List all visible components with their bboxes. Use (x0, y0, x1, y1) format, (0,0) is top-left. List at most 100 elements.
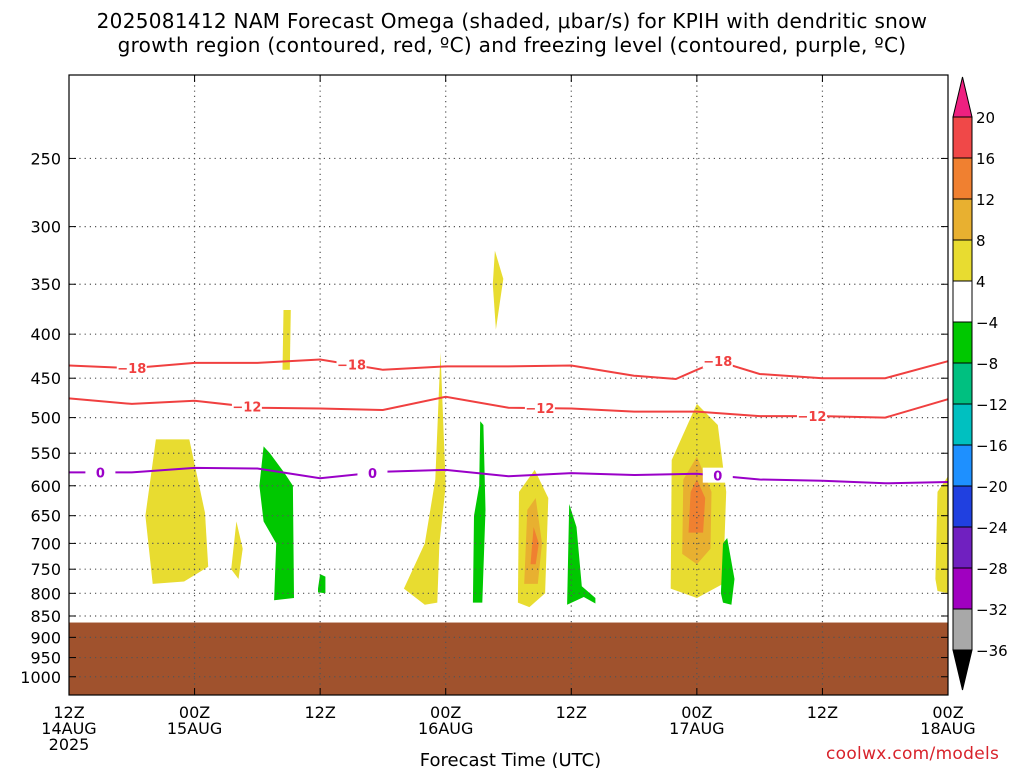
isotherm-label-bg (702, 467, 733, 483)
credit-link[interactable]: coolwx.com/models (826, 744, 1000, 764)
colorbar-box (952, 198, 973, 241)
colorbar-box (952, 280, 973, 323)
colorbar-label: 4 (976, 273, 986, 291)
isotherm-label: −18 (703, 355, 732, 370)
y-tick-label: 850 (30, 607, 61, 626)
chart-title-line1: 2025081412 NAM Forecast Omega (shaded, μ… (96, 9, 928, 33)
terrain-fill (69, 622, 948, 695)
omega-region-2 (282, 310, 291, 370)
colorbar-box (952, 608, 973, 651)
isotherm-label: 0 (368, 467, 377, 482)
x-axis-label: Forecast Time (UTC) (420, 750, 601, 768)
omega-region-1 (231, 521, 243, 579)
colorbar-box (952, 485, 973, 528)
x-tick-label: 15AUG (167, 719, 222, 738)
colorbar-box (952, 116, 973, 159)
colorbar-box (952, 444, 973, 487)
x-tick-label: 2025 (49, 735, 90, 754)
omega-region-7 (530, 527, 539, 565)
x-tick-label: 14AUG (41, 719, 96, 738)
omega-region-13 (318, 574, 326, 594)
omega-shading-layer (69, 250, 948, 695)
y-tick-label: 950 (30, 649, 61, 668)
colorbar-label: 16 (976, 150, 995, 168)
y-tick-label: 800 (30, 584, 61, 603)
colorbar-label: −8 (976, 355, 998, 373)
colorbar-box (952, 239, 973, 282)
colorbar-label: −20 (976, 478, 1008, 496)
x-tick-label: 12Z (807, 703, 838, 722)
x-tick-label: 00Z (932, 703, 963, 722)
omega-region-0 (145, 439, 209, 584)
omega-region-3 (403, 352, 446, 605)
colorbar-box (952, 362, 973, 405)
omega-region-4 (492, 250, 504, 330)
isotherm-label-bg (357, 464, 388, 480)
colorbar-label: 12 (976, 191, 995, 209)
x-tick-label: 00Z (681, 703, 712, 722)
isotherm-label: −12 (797, 410, 826, 425)
colorbar-label: −12 (976, 396, 1008, 414)
colorbar-box (952, 526, 973, 569)
colorbar-label: 8 (976, 232, 986, 250)
omega-region-14 (472, 421, 486, 603)
omega-region-11 (935, 476, 948, 594)
omega-region-10 (688, 479, 706, 533)
x-tick-label: 16AUG (418, 719, 473, 738)
x-tick-label: 12Z (304, 703, 335, 722)
y-tick-label: 350 (30, 275, 61, 294)
isotherm-label-bg (336, 356, 367, 372)
x-tick-label: 18AUG (920, 719, 975, 738)
x-tick-label: 00Z (179, 703, 210, 722)
isotherm-label: −12 (525, 402, 554, 417)
x-tick-label: 17AUG (669, 719, 724, 738)
colorbar-box (952, 567, 973, 610)
plot-frame (68, 74, 949, 696)
y-tick-label: 700 (30, 534, 61, 553)
y-tick-label: 650 (30, 507, 61, 526)
isotherm-label: −18 (117, 362, 146, 377)
grid-layer (69, 75, 948, 695)
colorbar: 20 16 12 8 4 −4 −8 −12 −16 −20 −24 −28 −32 −36 (952, 76, 1008, 691)
colorbar-box (952, 321, 973, 364)
omega-region-15 (567, 504, 596, 605)
isotherm-label-bg (231, 398, 262, 414)
chart-title-line2: growth region (contoured, red, ºC) and f… (117, 33, 907, 57)
isotherm-label-bg (702, 353, 733, 369)
y-tick-label: 300 (30, 218, 61, 237)
omega-region-12 (259, 446, 294, 601)
y-tick-label: 750 (30, 560, 61, 579)
y-tick-label: 400 (30, 325, 61, 344)
y-axis: 250 300 350 400 450 500 550 600 650 700 750 800 850 9… (20, 149, 948, 687)
y-tick-label: 450 (30, 369, 61, 388)
colorbar-label: −28 (976, 560, 1008, 578)
colorbar-top-arrow (952, 76, 973, 118)
colorbar-label: 20 (976, 109, 995, 127)
isotherm-label-bg (524, 400, 555, 416)
colorbar-label: −16 (976, 437, 1008, 455)
colorbar-bottom-arrow (952, 649, 973, 691)
colorbar-box (952, 157, 973, 200)
x-tick-label: 12Z (53, 703, 84, 722)
isotherm-label-bg (796, 408, 827, 424)
isotherm-label: 0 (96, 466, 105, 481)
isotherm--18-line (68, 358, 949, 381)
isotherm-label: 0 (713, 470, 722, 485)
x-tick-label: 00Z (430, 703, 461, 722)
colorbar-label: −24 (976, 519, 1008, 537)
y-tick-label: 600 (30, 477, 61, 496)
y-tick-label: 500 (30, 409, 61, 428)
colorbar-label: −4 (976, 314, 998, 332)
omega-region-16 (720, 538, 735, 605)
x-tick-label: 12Z (556, 703, 587, 722)
y-tick-label: 900 (30, 628, 61, 647)
isotherm-label: −12 (232, 401, 261, 416)
isotherm-label: −18 (337, 359, 366, 374)
isotherm-label-bg (116, 360, 147, 376)
colorbar-label: −32 (976, 601, 1008, 619)
y-tick-label: 550 (30, 444, 61, 463)
contour-layer: −18 −18 −18 −12 −12 −12 0 0 0 (68, 353, 949, 485)
isotherm-label-bg (85, 464, 116, 480)
